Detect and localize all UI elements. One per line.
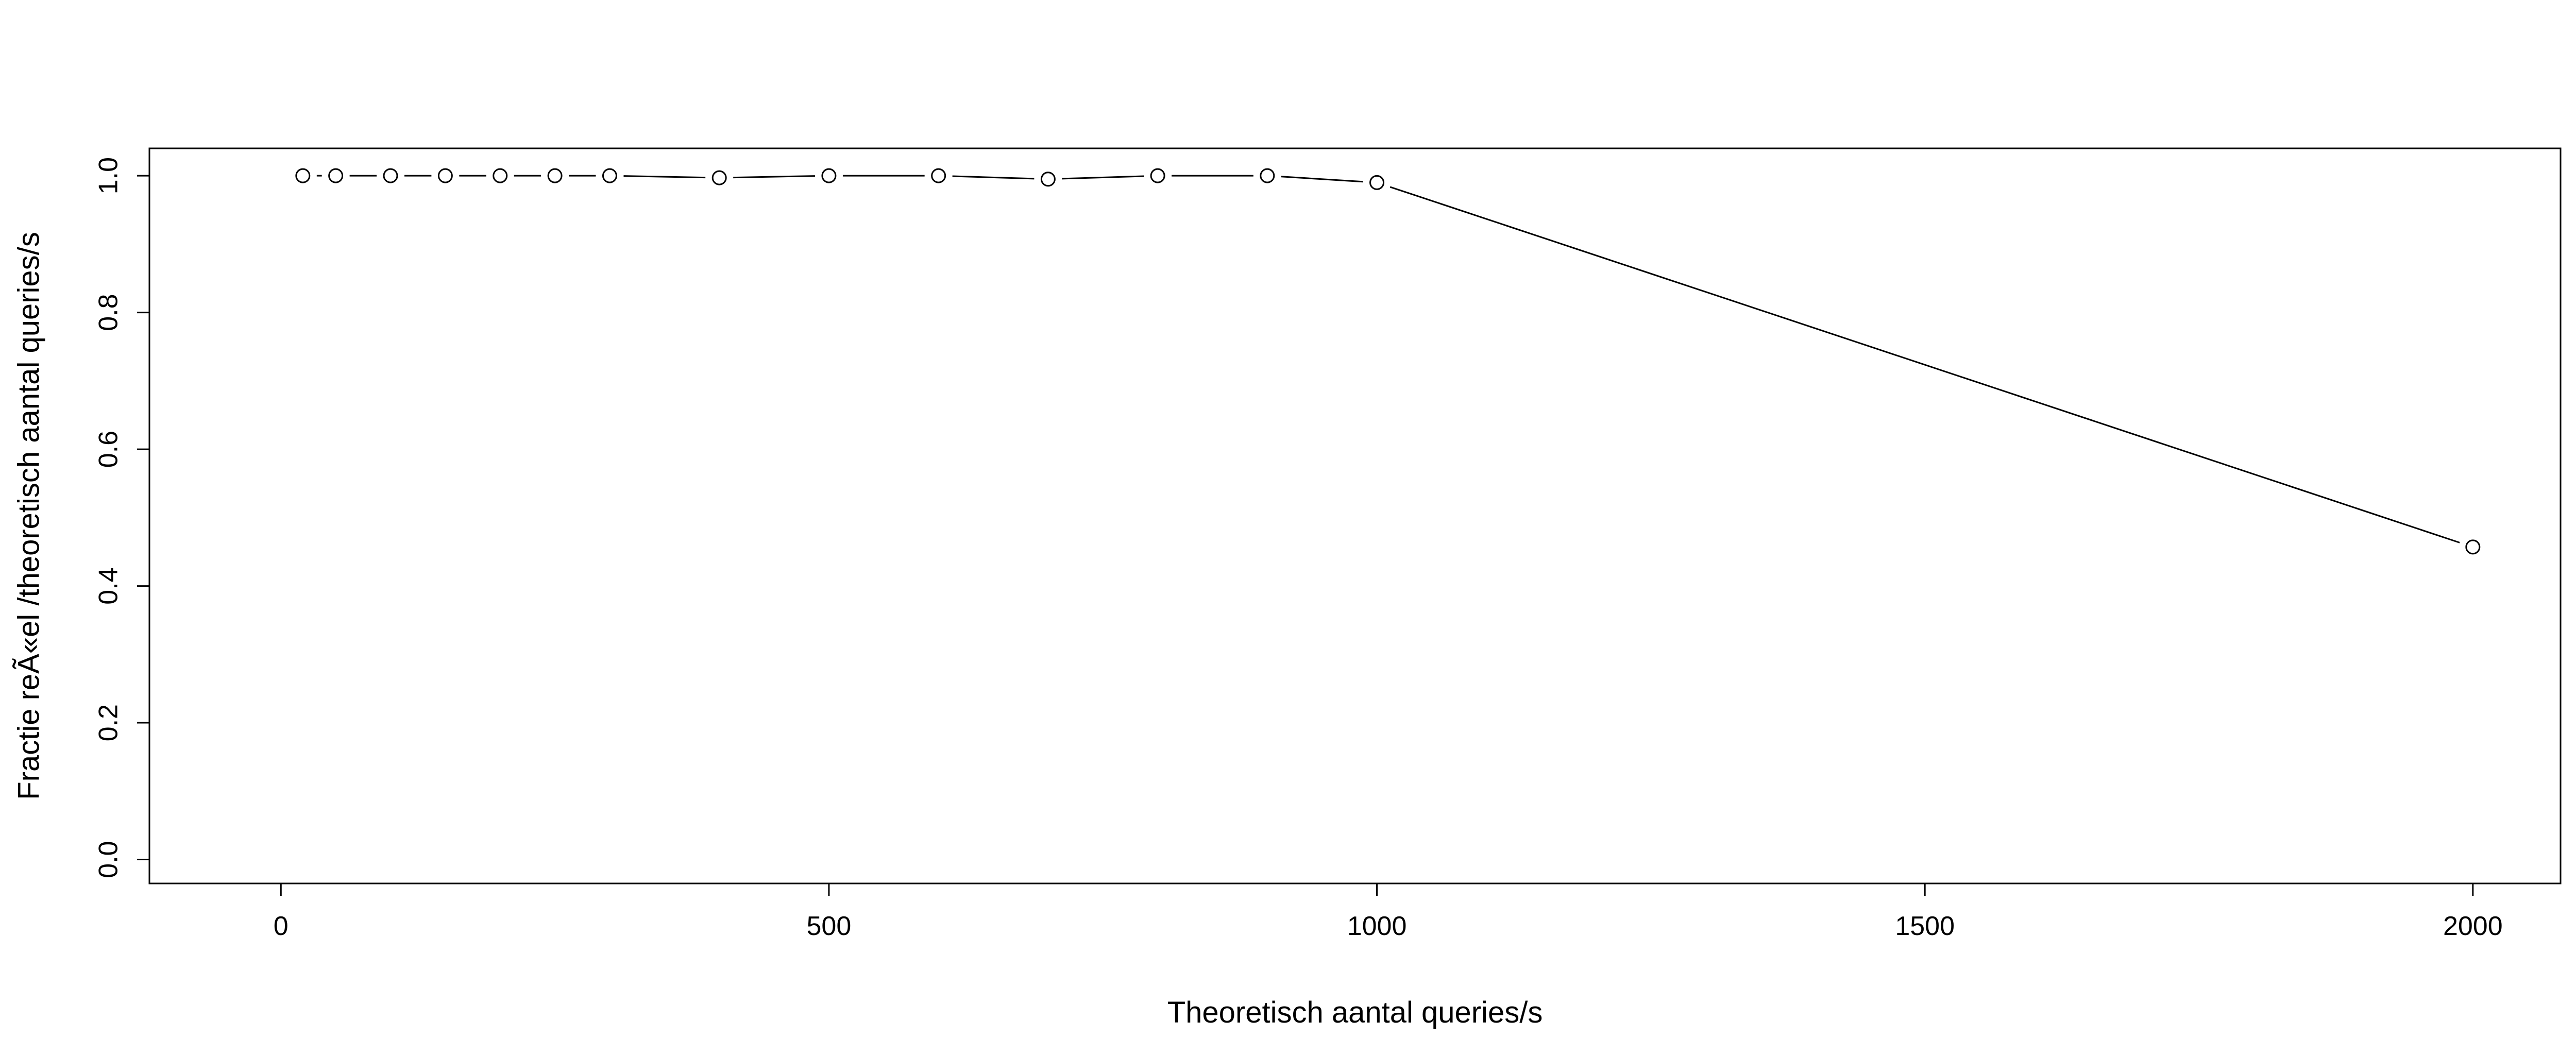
- x-tick-label-2000: 2000: [2443, 911, 2503, 941]
- series-layer: [295, 168, 2481, 555]
- data-point-2000: [2465, 539, 2481, 555]
- y-tick-label-0.2: 0.2: [94, 704, 124, 741]
- y-tick-label-0.6: 0.6: [94, 431, 124, 468]
- data-point-250: [547, 168, 563, 183]
- data-point-300: [602, 168, 617, 183]
- data-point-400: [711, 170, 727, 185]
- x-tick-label-1500: 1500: [1895, 911, 1955, 941]
- series-0: [295, 168, 2481, 555]
- data-point-20: [295, 168, 311, 183]
- series-0-segment-12: [1281, 176, 1363, 183]
- x-tick-label-0: 0: [274, 911, 289, 941]
- x-axis: 0 500 1000 1500 2000: [274, 882, 2503, 941]
- data-point-200: [493, 168, 508, 183]
- x-axis-title: Theoretisch aantal queries/s: [1167, 996, 1543, 1029]
- data-point-50: [328, 168, 344, 183]
- data-point-500: [821, 168, 837, 183]
- y-tick-label-0.4: 0.4: [94, 567, 124, 604]
- y-axis: 0.0 0.2 0.4 0.6 0.8 1.0: [94, 157, 150, 878]
- data-point-600: [931, 168, 946, 183]
- series-0-segment-13: [1389, 186, 2460, 543]
- data-point-900: [1260, 168, 1275, 183]
- series-0-segment-10: [1062, 175, 1144, 180]
- series-0-segment-9: [952, 175, 1035, 180]
- data-point-150: [437, 168, 453, 183]
- x-tick-label-500: 500: [807, 911, 852, 941]
- y-tick-label-0.0: 0.0: [94, 841, 124, 878]
- y-tick-label-0.8: 0.8: [94, 294, 124, 331]
- data-point-800: [1150, 168, 1165, 183]
- y-axis-title: Fractie reÃ«el /theoretisch aantal queri…: [12, 232, 45, 800]
- data-point-100: [383, 168, 398, 183]
- series-0-segment-6: [623, 175, 706, 179]
- y-tick-label-1.0: 1.0: [94, 157, 124, 194]
- x-tick-label-1000: 1000: [1347, 911, 1407, 941]
- data-point-1000: [1369, 175, 1385, 190]
- series-0-segment-7: [733, 175, 815, 179]
- data-point-700: [1040, 172, 1056, 187]
